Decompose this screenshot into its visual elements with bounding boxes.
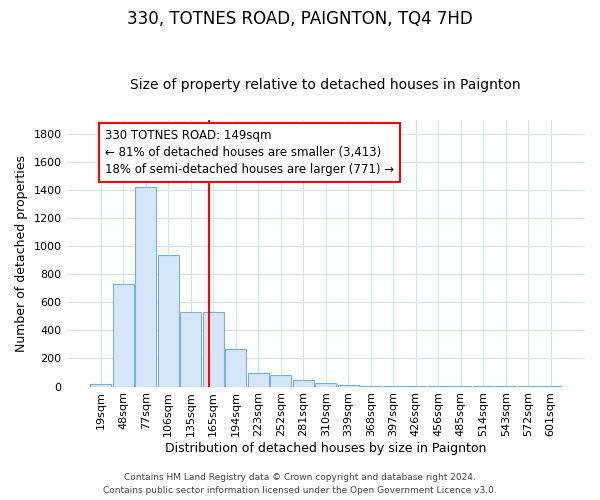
Text: 330 TOTNES ROAD: 149sqm
← 81% of detached houses are smaller (3,413)
18% of semi: 330 TOTNES ROAD: 149sqm ← 81% of detache… — [105, 130, 394, 176]
Bar — [90, 384, 112, 386]
Text: Contains HM Land Registry data © Crown copyright and database right 2024.
Contai: Contains HM Land Registry data © Crown c… — [103, 474, 497, 495]
Bar — [180, 312, 202, 386]
Bar — [293, 380, 314, 386]
Text: 330, TOTNES ROAD, PAIGNTON, TQ4 7HD: 330, TOTNES ROAD, PAIGNTON, TQ4 7HD — [127, 10, 473, 28]
Bar — [113, 284, 134, 386]
Bar — [203, 312, 224, 386]
Title: Size of property relative to detached houses in Paignton: Size of property relative to detached ho… — [130, 78, 521, 92]
Bar — [270, 374, 292, 386]
Bar — [225, 348, 247, 387]
Bar — [315, 383, 337, 386]
X-axis label: Distribution of detached houses by size in Paignton: Distribution of detached houses by size … — [165, 442, 487, 455]
Bar — [158, 255, 179, 386]
Bar — [135, 187, 157, 386]
Bar — [248, 372, 269, 386]
Y-axis label: Number of detached properties: Number of detached properties — [15, 154, 28, 352]
Bar — [338, 385, 359, 386]
